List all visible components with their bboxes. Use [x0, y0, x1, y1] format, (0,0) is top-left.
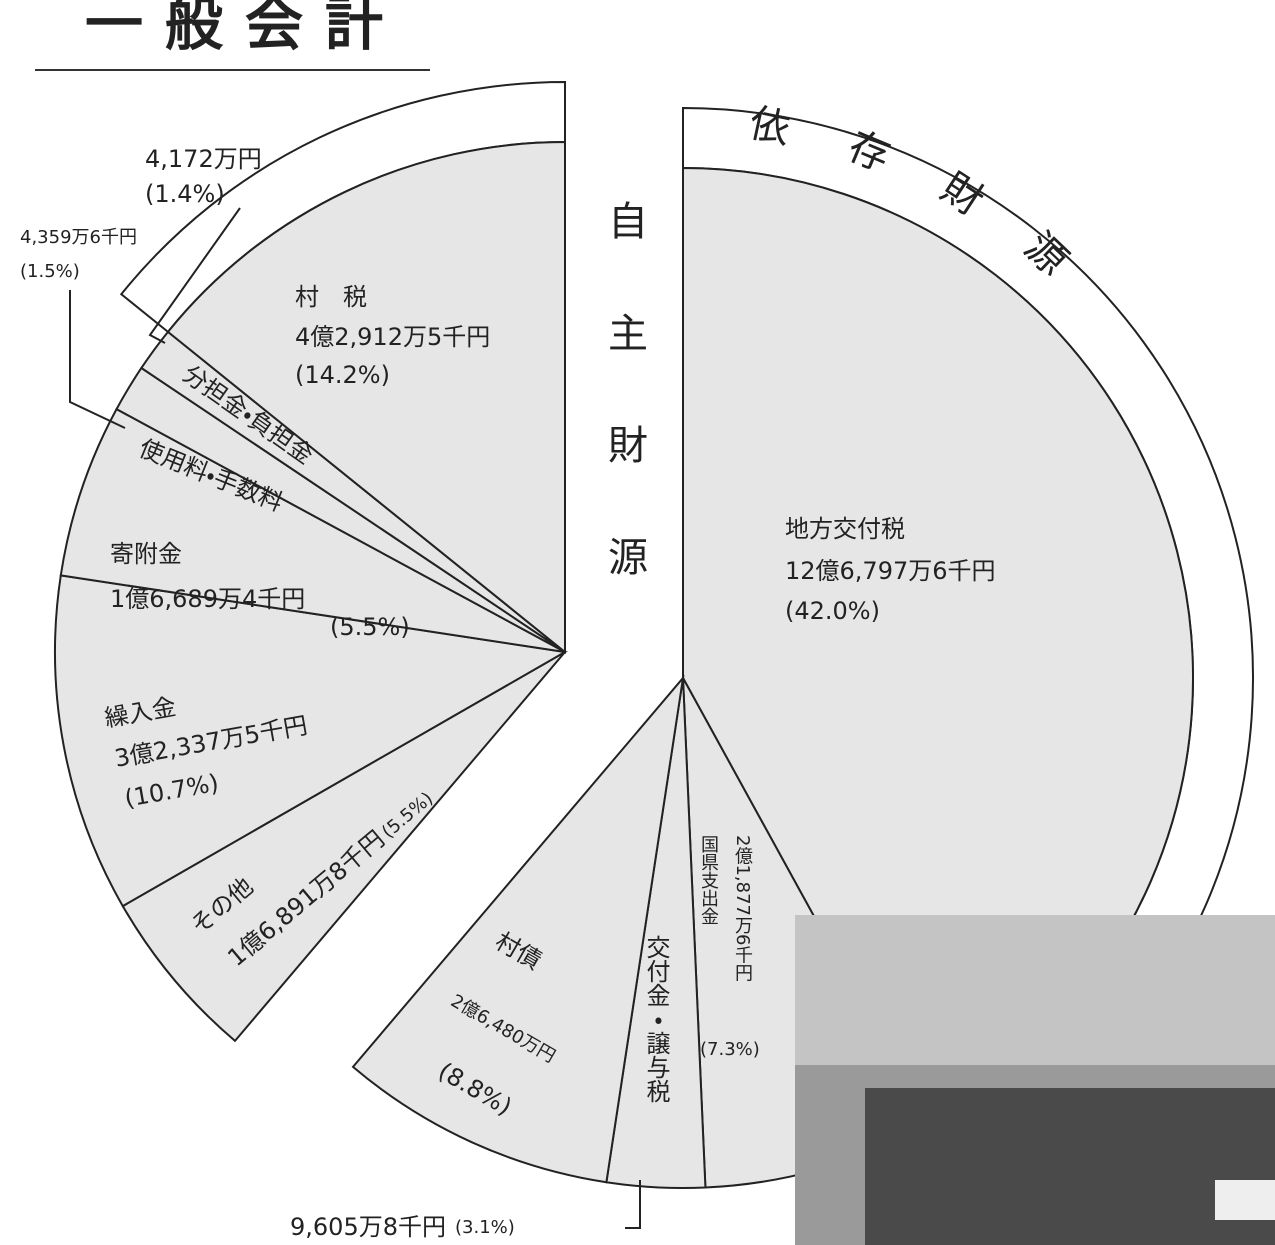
- amount-label: 9,605万8千円: [290, 1213, 446, 1241]
- chart-title: 一般会計: [85, 0, 405, 58]
- amount-label: 4億2,912万5千円: [295, 323, 490, 351]
- slice-label: 国県支出金: [698, 835, 719, 925]
- value-label: (1.4%): [145, 180, 225, 208]
- slice-label: 交付金・譲与税: [642, 935, 670, 1103]
- amount-label: 12億6,797万6千円: [785, 557, 996, 585]
- value-label: (3.1%): [455, 1217, 515, 1238]
- pie-slice: [54, 574, 568, 908]
- value-label: (42.0%): [785, 597, 880, 625]
- leader-line: [625, 1180, 641, 1229]
- slice-label: 寄附金: [110, 540, 182, 568]
- value-label: (1.5%): [20, 261, 80, 282]
- pie-slice: [59, 407, 566, 653]
- slice-label: 地方交付税: [785, 515, 905, 543]
- value-label: (14.2%): [295, 361, 390, 389]
- amount-label: 2億1,877万6千円: [732, 835, 753, 982]
- pie-slice: [351, 674, 685, 1184]
- leader-line: [69, 290, 126, 429]
- amount-label: 1億6,689万4千円: [110, 585, 305, 613]
- group-label: 自主財源: [601, 200, 647, 648]
- photo: [795, 915, 1275, 1245]
- leader-line: [148, 207, 241, 344]
- amount-label: 4,359万6千円: [20, 227, 137, 248]
- pie-slice: [121, 651, 566, 1043]
- value-label: (7.3%): [700, 1039, 760, 1060]
- slice-label: 村 税: [295, 283, 367, 311]
- value-label: (5.5%): [330, 613, 410, 641]
- amount-label: 4,172万円: [145, 145, 262, 173]
- pie-slice: [166, 140, 566, 655]
